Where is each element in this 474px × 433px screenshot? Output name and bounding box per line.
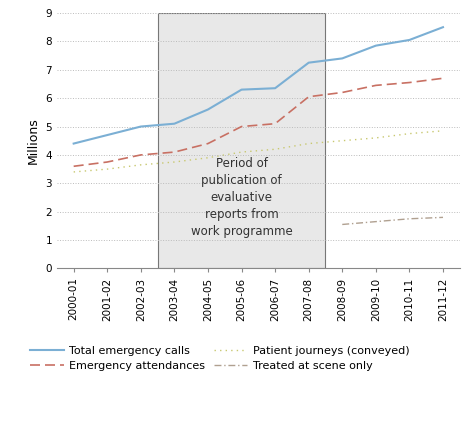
- Text: Period of
publication of
evaluative
reports from
work programme: Period of publication of evaluative repo…: [191, 157, 292, 238]
- Y-axis label: Millions: Millions: [27, 117, 40, 164]
- Legend: Total emergency calls, Emergency attendances, Patient journeys (conveyed), Treat: Total emergency calls, Emergency attenda…: [30, 346, 410, 371]
- Bar: [157, 13, 326, 268]
